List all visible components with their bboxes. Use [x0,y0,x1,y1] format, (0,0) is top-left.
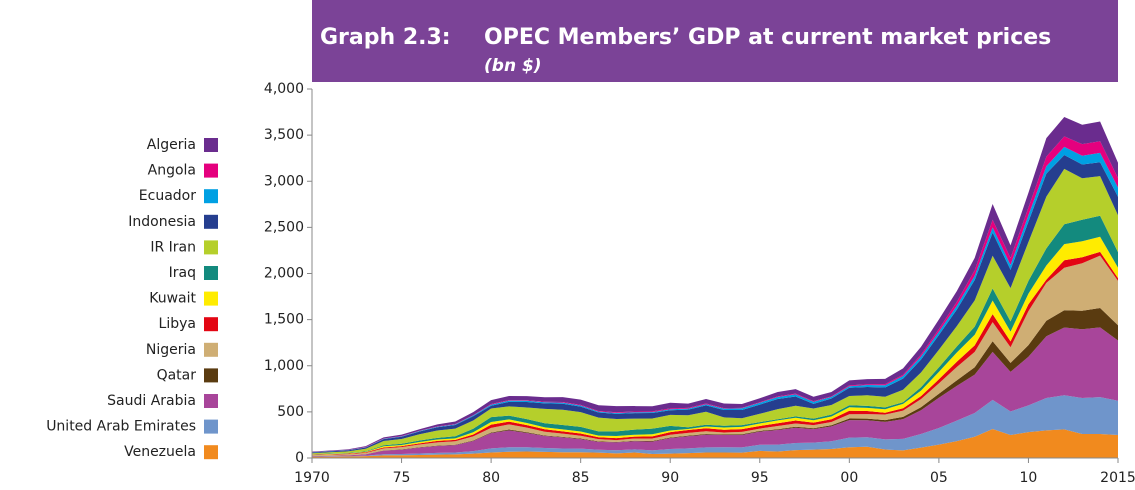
legend-swatch [204,317,218,332]
legend-swatch [204,163,218,178]
legend-label: Saudi Arabia [107,393,196,409]
x-tick-label: 05 [930,470,948,486]
area [312,428,1118,458]
legend-swatch [204,419,218,434]
x-tick-label: 75 [393,470,411,486]
legend: Algeria Angola Ecuador Indonesia IR Iran Iraq… [46,137,218,460]
legend-label: Qatar [157,367,197,383]
legend-label: Kuwait [149,291,196,307]
y-tick-label: 1,500 [264,312,304,328]
y-tick-label: 3,500 [264,127,304,143]
x-tick-label: 90 [661,470,679,486]
x-tick-label: 95 [751,470,769,486]
legend-swatch [204,342,218,357]
areas [312,117,1118,458]
chart-title-label: Graph 2.3: [320,25,451,50]
legend-swatch [204,138,218,152]
x-tick-label: 2015 [1100,470,1135,486]
legend-swatch [204,394,218,408]
legend-swatch [204,214,218,229]
area [312,308,1118,457]
y-tick-label: 2,000 [264,266,304,282]
area [312,168,1118,455]
legend-label: Nigeria [146,342,196,358]
y-tick-label: 1,000 [264,358,304,374]
legend-label: Libya [159,316,196,332]
x-tick-label: 85 [572,470,590,486]
x-tick-label: 10 [1020,470,1038,486]
axes: 05001,0001,5002,0002,5003,0003,5004,0001… [264,81,1135,486]
y-tick-label: 2,500 [264,219,304,235]
x-tick-label: 00 [840,470,858,486]
legend-swatch [204,189,218,204]
chart-subtitle: (bn $) [484,56,542,76]
y-tick-label: 3,000 [264,173,304,189]
area [312,255,1118,457]
legend-label: Algeria [147,137,196,153]
y-tick-label: 4,000 [264,81,304,97]
legend-swatch [204,368,218,383]
legend-label: United Arab Emirates [46,419,196,435]
area [312,395,1118,457]
area [312,327,1118,457]
y-tick-label: 0 [295,450,304,466]
legend-label: IR Iran [150,239,196,255]
legend-swatch [204,240,218,255]
x-tick-label: 1970 [294,470,330,486]
legend-label: Indonesia [128,214,196,230]
y-tick-label: 500 [277,404,304,420]
chart-title: OPEC Members’ GDP at current market pric… [484,25,1051,50]
legend-swatch [204,445,218,460]
legend-swatch [204,266,218,280]
legend-label: Iraq [169,265,196,281]
legend-swatch [204,291,218,306]
legend-label: Ecuador [139,188,196,204]
title-banner [312,0,1118,82]
legend-label: Angola [148,163,196,179]
legend-label: Venezuela [124,444,196,460]
x-tick-label: 80 [482,470,500,486]
